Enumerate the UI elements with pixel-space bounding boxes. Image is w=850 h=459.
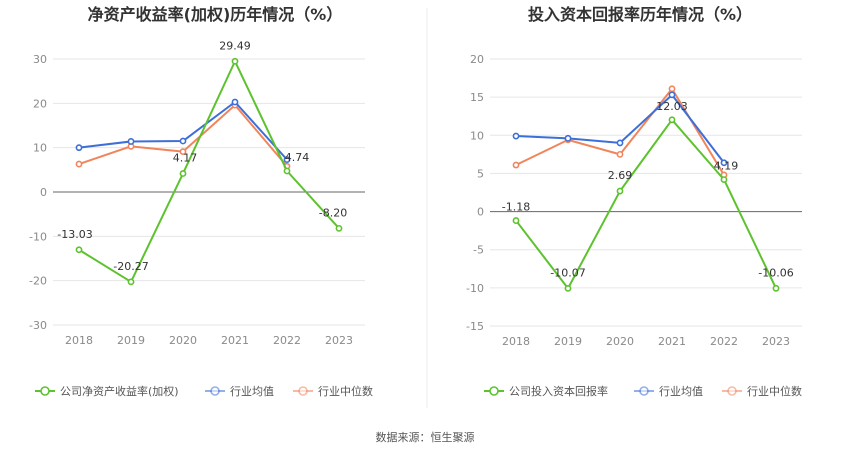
chart-title: 投入资本回报率历年情况（%） [528, 5, 752, 24]
data-label: 4.17 [173, 152, 198, 165]
y-tick-label: 5 [477, 167, 484, 180]
data-point [179, 148, 187, 156]
legend-label: 公司投入资本回报率 [509, 384, 608, 398]
legend-swatch-marker [210, 386, 220, 396]
y-tick-label: -15 [466, 320, 484, 333]
y-tick-label: -30 [29, 319, 47, 332]
legend-label: 行业中位数 [747, 384, 802, 398]
x-tick-label: 2020 [606, 335, 634, 348]
data-label: 2.69 [608, 169, 633, 182]
data-point [616, 187, 624, 195]
legend-label: 行业均值 [230, 385, 274, 398]
y-tick-label: -10 [466, 282, 484, 295]
legend-swatch-marker [639, 386, 649, 396]
y-tick-label: 0 [40, 186, 47, 199]
data-point [668, 85, 676, 93]
data-point [720, 159, 728, 167]
data-point [231, 57, 239, 65]
data-label: -10.07 [550, 266, 585, 279]
data-point [179, 170, 187, 177]
data-label: -8.20 [319, 206, 347, 219]
chart-panel-2: 投入资本回报率历年情况（%） -15 -10 -5 0 5 10 15 20 2018 2019 20… [466, 5, 802, 398]
x-tick-label: 2018 [65, 334, 93, 347]
legend-label: 行业均值 [659, 385, 703, 398]
data-point [772, 284, 780, 292]
y-tick-label: 20 [470, 53, 484, 66]
chart-title: 净资产收益率(加权)历年情况（%） [88, 5, 343, 24]
y-tick-label: 10 [33, 142, 47, 155]
y-tick-label: 10 [470, 129, 484, 142]
data-label: 12.03 [656, 100, 688, 113]
data-point [75, 160, 83, 168]
x-tick-label: 2023 [325, 334, 353, 347]
data-label: -20.27 [113, 260, 148, 273]
data-point [616, 139, 624, 147]
y-tick-label: 0 [477, 206, 484, 219]
legend-label: 行业中位数 [318, 384, 373, 398]
data-point [616, 150, 624, 158]
chart-panel-1: 净资产收益率(加权)历年情况（%） -30 -20 -10 0 10 20 30 2018 201… [29, 5, 373, 398]
data-point [668, 116, 676, 124]
data-label: -10.06 [758, 266, 793, 279]
data-label: 29.49 [219, 39, 251, 52]
x-tick-label: 2018 [502, 335, 530, 348]
data-point [127, 278, 135, 286]
x-tick-label: 2021 [658, 335, 686, 348]
series-line-1 [78, 60, 340, 283]
legend-swatch-marker [727, 386, 737, 396]
data-label: 4.74 [285, 151, 310, 164]
data-point [512, 217, 520, 224]
y-tick-label: -5 [473, 244, 484, 257]
legend-swatch-marker [40, 386, 50, 396]
data-point [127, 138, 135, 145]
data-label: -13.03 [57, 228, 92, 241]
data-point [564, 284, 572, 292]
data-point [335, 224, 343, 232]
data-label: -1.18 [502, 201, 530, 214]
y-tick-label: -10 [29, 230, 47, 243]
data-point [75, 246, 83, 254]
x-tick-label: 2022 [273, 334, 301, 347]
source-label: 数据来源：恒生聚源 [376, 430, 475, 444]
x-tick-label: 2021 [221, 334, 249, 347]
data-point [564, 134, 572, 142]
x-tick-label: 2022 [710, 335, 738, 348]
data-point [668, 91, 676, 99]
data-point [283, 156, 291, 164]
y-tick-label: 20 [33, 97, 47, 110]
data-point [512, 132, 520, 140]
x-tick-label: 2019 [554, 335, 582, 348]
x-tick-label: 2019 [117, 334, 145, 347]
series-line-3 [515, 87, 725, 176]
x-tick-label: 2023 [762, 335, 790, 348]
data-point [720, 176, 728, 184]
data-point [283, 167, 291, 175]
data-point [75, 144, 83, 152]
data-label: 4.19 [714, 160, 739, 173]
legend-label: 公司净资产收益率(加权) [60, 384, 179, 398]
y-tick-label: 30 [33, 53, 47, 66]
legend-swatch-marker [489, 386, 499, 396]
legend-swatch-marker [298, 386, 308, 396]
data-point [179, 137, 187, 145]
x-tick-label: 2020 [169, 334, 197, 347]
data-point [512, 161, 520, 169]
y-tick-label: -20 [29, 275, 47, 288]
y-tick-label: 15 [470, 91, 484, 104]
series-line-1 [515, 118, 777, 290]
data-point [231, 98, 239, 106]
